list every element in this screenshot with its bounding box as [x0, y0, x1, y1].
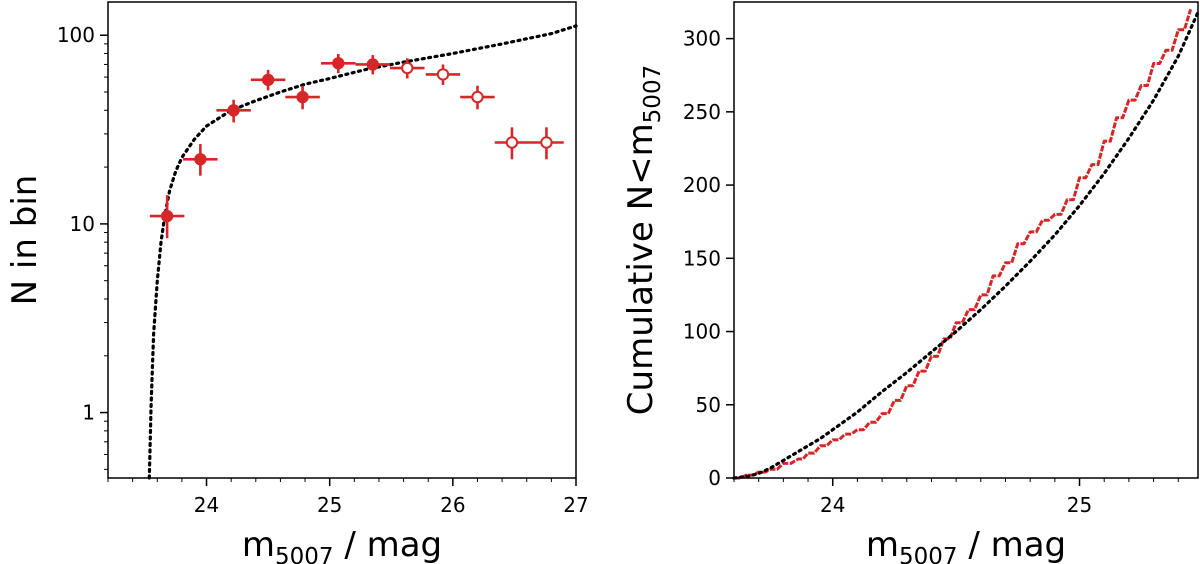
right-model-cumulative [732, 10, 1200, 480]
right-y-axis-label-main: Cumulative N<m [621, 123, 661, 415]
right-y-axis-label: Cumulative N<m5007 [621, 65, 666, 415]
right-x-tick-label: 24 [820, 493, 845, 517]
right-plot-area [732, 8, 1200, 480]
left-x-axis-label-unit: / mag [334, 525, 443, 564]
left-data-point-open [540, 136, 553, 149]
right-x-axis-label-unit: / mag [958, 525, 1067, 564]
left-data-point-open [471, 90, 484, 104]
left-data-point-filled [194, 153, 207, 166]
left-y-tick-label: 100 [57, 23, 95, 47]
left-x-tick-label: 24 [194, 493, 219, 517]
right-x-axis-label-main: m [866, 525, 899, 564]
right-y-tick-label: 150 [683, 246, 721, 270]
left-x-axis-label-subscript: 5007 [275, 544, 334, 564]
left-y-tick-label: 1 [82, 401, 95, 425]
right-y-tick-label: 0 [708, 466, 721, 490]
left-x-axis-label-main: m [242, 525, 275, 564]
right-x-axis-label: m5007 / mag [866, 525, 1066, 564]
left-data-point-filled [261, 73, 275, 87]
left-x-tick-label: 26 [440, 493, 465, 517]
left-data-point-filled [366, 58, 379, 71]
left-axis-ticks: 24 25 26 27 1 10 100 [57, 23, 589, 517]
left-y-axis-label: N in bin [5, 175, 45, 306]
left-axes-frame [107, 1, 577, 479]
left-model-curve [147, 24, 578, 480]
left-data-point-filled [160, 209, 174, 223]
left-y-tick-label: 10 [70, 212, 95, 236]
left-x-tick-label: 27 [563, 493, 588, 517]
left-plot-area [147, 24, 578, 480]
left-data-point-filled [227, 104, 240, 117]
left-data-point-open [505, 136, 519, 149]
left-data-point-filled [332, 57, 345, 70]
right-y-tick-label: 200 [683, 173, 721, 197]
left-data-point-filled [296, 90, 309, 104]
right-y-tick-label: 300 [683, 27, 721, 51]
right-x-tick-label: 25 [1067, 493, 1092, 517]
right-observed-cumulative [734, 8, 1193, 480]
right-y-axis-label-subscript: 5007 [640, 65, 666, 124]
left-x-tick-label: 25 [317, 493, 342, 517]
left-data-point-open [436, 68, 450, 81]
right-axes-frame [733, 1, 1199, 479]
left-x-axis-label: m5007 / mag [242, 525, 442, 564]
right-y-tick-label: 50 [696, 393, 721, 417]
right-x-axis-label-subscript: 5007 [899, 544, 958, 564]
left-data-point-open [401, 61, 414, 75]
right-y-tick-label: 100 [683, 320, 721, 344]
right-y-tick-label: 250 [683, 100, 721, 124]
left-panel-luminosity-function: 24 25 26 27 1 10 100 N in bin m5007 / mag [5, 1, 589, 564]
